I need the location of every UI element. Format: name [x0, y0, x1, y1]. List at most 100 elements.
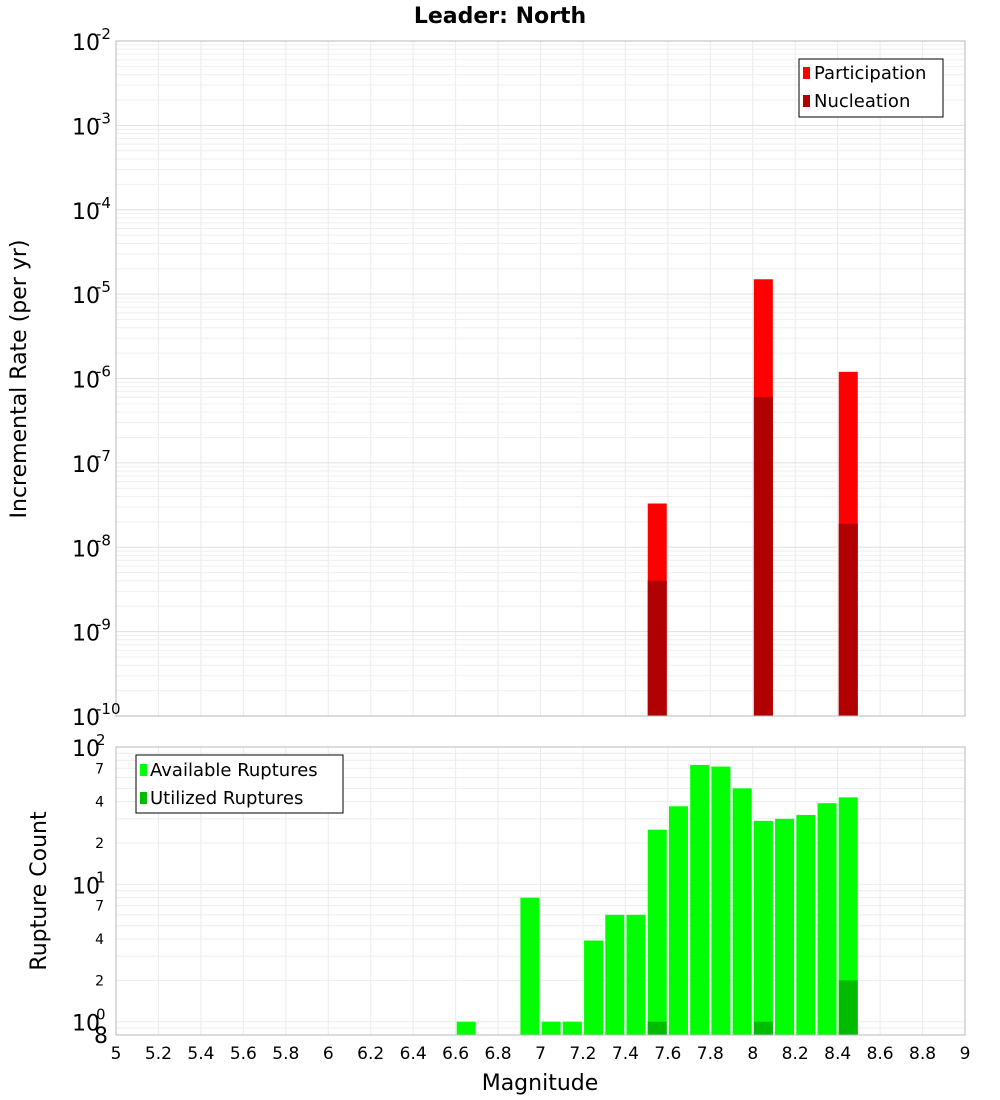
bar-utilized-ruptures: [753, 1021, 773, 1035]
bar-available-ruptures: [711, 766, 731, 1035]
bar-available-ruptures: [690, 764, 710, 1035]
bottom-y-axis-label: Rupture Count: [27, 811, 52, 971]
x-tick-label: 6.6: [442, 1044, 469, 1064]
bar-available-ruptures: [584, 940, 604, 1035]
x-tick-label: 7.2: [569, 1044, 596, 1064]
bottom-legend-box: [135, 754, 344, 814]
x-tick-label: 5: [111, 1044, 122, 1064]
bar-available-ruptures: [520, 897, 540, 1035]
x-tick-label: 7: [535, 1044, 546, 1064]
x-tick-label: 8.4: [824, 1044, 851, 1064]
bar-available-ruptures: [753, 820, 773, 1035]
bar-available-ruptures: [647, 829, 667, 1035]
x-tick-label: 5.8: [272, 1044, 299, 1064]
x-tick-label: 7.8: [697, 1044, 724, 1064]
y-minor-tick-label: 2: [95, 836, 104, 852]
x-axis-label: Magnitude: [482, 1071, 599, 1096]
y-minor-tick-label: 4: [95, 795, 104, 811]
bar-available-ruptures: [605, 914, 625, 1035]
x-tick-label: 8: [747, 1044, 758, 1064]
y-tick-exponent: -4: [96, 194, 111, 212]
bar-available-ruptures: [541, 1021, 561, 1035]
legend-swatch-participation: [803, 67, 810, 79]
bar-utilized-ruptures: [838, 980, 858, 1035]
x-tick-label: 7.4: [612, 1044, 639, 1064]
legend-label-utilized-ruptures: Utilized Ruptures: [150, 788, 303, 809]
y-tick-exponent: 0: [96, 1006, 106, 1024]
bottom-legend: Available Ruptures Utilized Ruptures: [135, 754, 344, 814]
x-tick-label: 8.8: [909, 1044, 936, 1064]
y-tick-label: 10: [72, 622, 100, 647]
y-tick-label: 10: [72, 200, 100, 225]
y-tick-exponent: 2: [96, 731, 106, 749]
y-tick-exponent: -2: [96, 25, 111, 43]
chart-title: Leader: North: [414, 4, 586, 29]
x-tick-label: 8.2: [782, 1044, 809, 1064]
x-tick-label: 9: [960, 1044, 971, 1064]
bar-available-ruptures: [668, 806, 688, 1035]
x-ticks: 5 5.2 5.4 5.6 5.8 6 6.2 6.4 6.6 6.8 7 7.2 7.4 7.6 7.8 8…: [111, 1044, 971, 1064]
x-tick-label: 6.8: [485, 1044, 512, 1064]
y-tick-label: 10: [72, 31, 100, 56]
y-tick-label: 10: [72, 453, 100, 478]
top-legend: Participation Nucleation: [798, 58, 944, 118]
bar-available-ruptures: [732, 788, 752, 1035]
y-tick-label: 10: [72, 706, 100, 731]
bar-available-ruptures: [456, 1021, 476, 1035]
x-tick-label: 5.4: [187, 1044, 214, 1064]
bar-available-ruptures: [775, 818, 795, 1035]
x-tick-label: 5.6: [230, 1044, 257, 1064]
legend-swatch-nucleation: [803, 95, 810, 107]
legend-swatch-utilized-ruptures: [140, 792, 147, 804]
bar-available-ruptures: [626, 914, 646, 1035]
y-tick-exponent: -3: [96, 109, 111, 127]
y-tick-exponent: -8: [96, 531, 111, 549]
bar-available-ruptures: [796, 814, 816, 1035]
legend-label-available-ruptures: Available Ruptures: [150, 760, 318, 781]
y-minor-tick-label: 7: [95, 899, 104, 915]
y-tick-label: 10: [72, 1012, 100, 1037]
y-tick-exponent: 1: [96, 868, 106, 886]
x-tick-label: 8.6: [867, 1044, 894, 1064]
y-tick-exponent: -10: [96, 700, 121, 718]
top-legend-box: [798, 58, 944, 118]
x-tick-label: 6: [323, 1044, 334, 1064]
x-tick-label: 6.4: [400, 1044, 427, 1064]
y-tick-exponent: -6: [96, 363, 111, 381]
bar-nucleation: [838, 523, 858, 716]
y-minor-tick-label: 2: [95, 973, 104, 989]
y-minor-tick-label: 4: [95, 932, 104, 948]
top-chart-bars: [647, 279, 858, 716]
bar-nucleation: [647, 580, 667, 716]
y-tick-exponent: -5: [96, 278, 111, 296]
legend-label-participation: Participation: [814, 63, 926, 84]
bottom-chart-bars: [456, 764, 858, 1035]
bar-available-ruptures: [817, 803, 837, 1035]
y-minor-tick-label: 7: [95, 761, 104, 777]
y-tick-exponent: -9: [96, 616, 111, 634]
bottom-chart-grid: [115, 747, 966, 1036]
top-plot-frame: [115, 40, 966, 717]
y-minor-tick-label: 8: [94, 1024, 108, 1049]
y-tick-label: 10: [72, 284, 100, 309]
y-tick-label: 10: [72, 115, 100, 140]
y-tick-label: 10: [72, 369, 100, 394]
y-tick-label: 10: [72, 737, 100, 762]
bottom-plot-frame: [115, 746, 966, 1036]
y-tick-label: 10: [72, 874, 100, 899]
x-tick-label: 5.2: [145, 1044, 172, 1064]
bar-available-ruptures: [562, 1021, 582, 1035]
x-tick-label: 6.2: [357, 1044, 384, 1064]
legend-swatch-available-ruptures: [140, 764, 147, 776]
y-tick-label: 10: [72, 537, 100, 562]
top-y-axis-label: Incremental Rate (per yr): [7, 240, 32, 519]
legend-label-nucleation: Nucleation: [814, 91, 910, 112]
top-chart-grid: [115, 41, 966, 717]
x-tick-label: 7.6: [654, 1044, 681, 1064]
bar-available-ruptures: [838, 797, 858, 1035]
bar-nucleation: [753, 397, 773, 716]
bar-utilized-ruptures: [647, 1021, 667, 1035]
